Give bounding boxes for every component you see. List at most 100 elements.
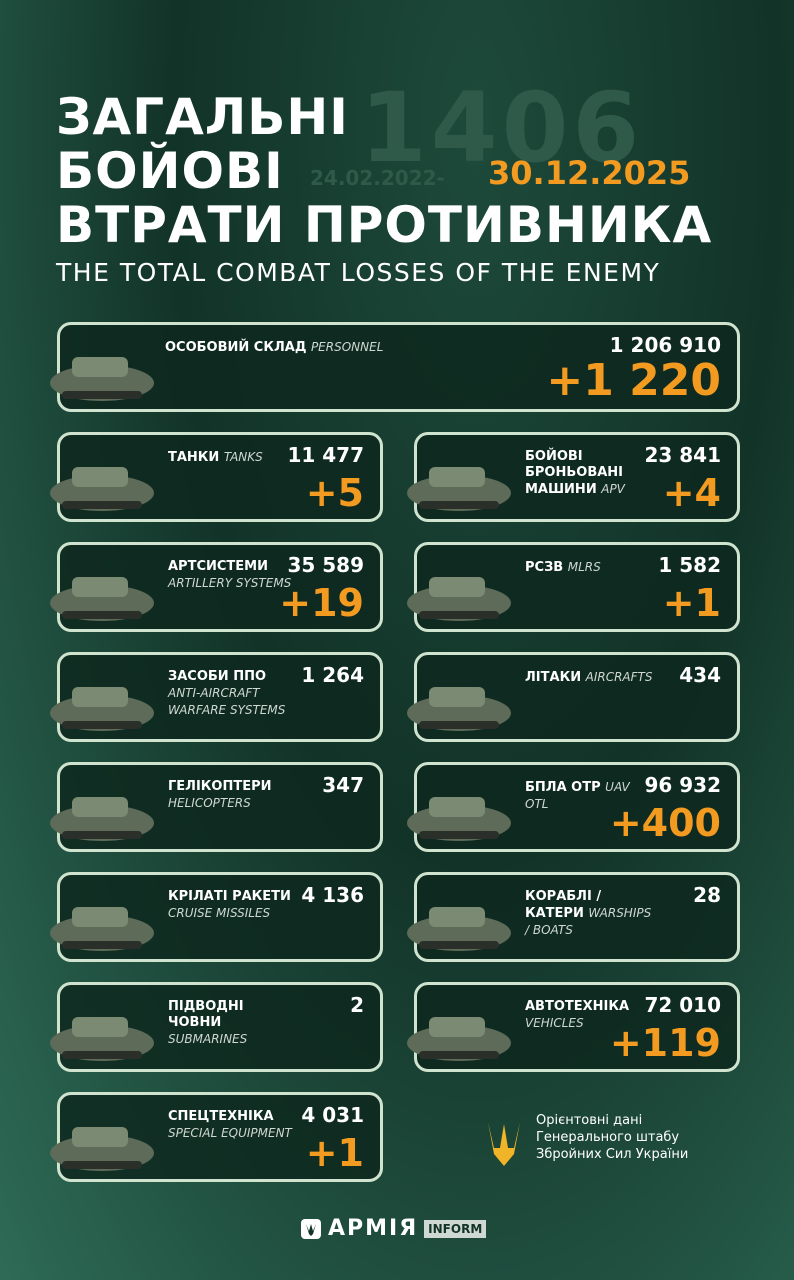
delta: +5 [305, 471, 364, 515]
label: СПЕЦТЕХНІКА SPECIAL EQUIPMENT [168, 1109, 298, 1142]
delta: +1 220 [546, 355, 721, 406]
label: РСЗВ MLRS [525, 559, 655, 576]
equipment-image [50, 467, 154, 511]
loss-card: ТАНКИ TANKS 11 477 +5 [50, 432, 383, 522]
label-en: HELICOPTERS [168, 796, 251, 810]
label-ua: РСЗВ [525, 560, 564, 575]
source-line: Генерального штабу [536, 1130, 680, 1145]
equipment-image [407, 577, 511, 621]
delta: +4 [662, 471, 721, 515]
delta: +119 [609, 1021, 721, 1065]
equipment-image [50, 797, 154, 841]
source-line: Збройних Сил України [536, 1147, 689, 1162]
day-count: 1406 [360, 72, 644, 184]
label-en: SPECIAL EQUIPMENT [168, 1126, 292, 1140]
date-end: 30.12.2025 [488, 154, 691, 192]
loss-card: ПІДВОДНІ ЧОВНИ SUBMARINES 2 [50, 982, 383, 1072]
label: ЗАСОБИ ППО ANTI-AIRCRAFT WARFARE SYSTEMS [168, 669, 298, 719]
label-en: SUBMARINES [168, 1032, 248, 1046]
equipment-image [50, 907, 154, 951]
logo-mark [301, 1218, 321, 1239]
label-ua: КРІЛАТІ РАКЕТИ [168, 889, 291, 904]
loss-card: АВТОТЕХНІКА VEHICLES 72 010 +119 [407, 982, 740, 1072]
label: КОРАБЛІ / КАТЕРИ WARSHIPS / BOATS [525, 889, 655, 939]
label-en: MLRS [567, 560, 601, 574]
label-en: TANKS [223, 450, 263, 464]
source-line: Орієнтовні дані [536, 1113, 643, 1128]
total: 28 [693, 883, 721, 907]
label-ua: ГЕЛІКОПТЕРИ [168, 779, 272, 794]
loss-card: КОРАБЛІ / КАТЕРИ WARSHIPS / BOATS 28 [407, 872, 740, 962]
delta: +400 [609, 801, 721, 845]
total: 96 932 [644, 773, 721, 797]
equipment-image [407, 687, 511, 731]
total: 11 477 [287, 443, 364, 467]
logo-tag: INFORM [424, 1219, 487, 1238]
label: ПІДВОДНІ ЧОВНИ SUBMARINES [168, 999, 298, 1048]
label-ua: ЛІТАКИ [525, 670, 582, 685]
total: 23 841 [644, 443, 721, 467]
label-en: CRUISE MISSILES [168, 906, 271, 920]
label-en: VEHICLES [525, 1016, 584, 1030]
loss-card: СПЕЦТЕХНІКА SPECIAL EQUIPMENT 4 031 +1 [50, 1092, 383, 1182]
equipment-image [407, 907, 511, 951]
label: БОЙОВІ БРОНЬОВАНІ МАШИНИ APV [525, 449, 655, 498]
label: АВТОТЕХНІКА VEHICLES [525, 999, 655, 1032]
equipment-image [50, 1127, 154, 1171]
label-ua: КОРАБЛІ / КАТЕРИ [525, 889, 602, 921]
delta: +1 [662, 581, 721, 625]
label-ua: ПІДВОДНІ ЧОВНИ [168, 999, 244, 1030]
equipment-image [407, 797, 511, 841]
loss-card: АРТСИСТЕМИ ARTILLERY SYSTEMS 35 589 +19 [50, 542, 383, 632]
label: ЛІТАКИ AIRCRAFTS [525, 669, 655, 686]
loss-card: БПЛА ОТР UAV OTL 96 932 +400 [407, 762, 740, 852]
label-en: PERSONNEL [310, 340, 384, 354]
source: Орієнтовні дані Генерального штабу Зброй… [536, 1112, 688, 1163]
label-ua: БОЙОВІ БРОНЬОВАНІ МАШИНИ [525, 449, 624, 497]
loss-card: РСЗВ MLRS 1 582 +1 [407, 542, 740, 632]
delta: +19 [279, 581, 364, 625]
subtitle: THE TOTAL COMBAT LOSSES OF THE ENEMY [56, 258, 661, 287]
equipment-image [407, 1017, 511, 1061]
label-ua: ОСОБОВИЙ СКЛАД [165, 340, 307, 355]
label: КРІЛАТІ РАКЕТИ CRUISE MISSILES [168, 889, 298, 922]
total: 2 [350, 993, 364, 1017]
label-en: APV [601, 482, 625, 496]
total: 347 [322, 773, 364, 797]
equipment-image [50, 1017, 154, 1061]
label: АРТСИСТЕМИ ARTILLERY SYSTEMS [168, 559, 298, 592]
label-ua: АРТСИСТЕМИ [168, 559, 268, 574]
emblem [488, 1122, 520, 1166]
label-en: WARSHIPS / BOATS [525, 906, 652, 937]
delta: +1 [305, 1131, 364, 1175]
logo: АРМІЯ INFORM [300, 1216, 487, 1241]
label-en: UAV OTL [525, 780, 630, 811]
label-en: ANTI-AIRCRAFT WARFARE SYSTEMS [168, 686, 286, 717]
total: 4 031 [301, 1103, 364, 1127]
loss-card: ГЕЛІКОПТЕРИ HELICOPTERS 347 [50, 762, 383, 852]
total: 1 264 [301, 663, 364, 687]
loss-card: ЛІТАКИ AIRCRAFTS 434 [407, 652, 740, 742]
loss-card: КРІЛАТІ РАКЕТИ CRUISE MISSILES 4 136 [50, 872, 383, 962]
label: ГЕЛІКОПТЕРИ HELICOPTERS [168, 779, 298, 812]
equipment-image [50, 357, 154, 401]
equipment-image [50, 687, 154, 731]
title-line: ВТРАТИ ПРОТИВНИКА [56, 196, 713, 254]
label-ua: ЗАСОБИ ППО [168, 669, 267, 684]
total: 35 589 [287, 553, 364, 577]
logo-name: АРМІЯ [328, 1216, 419, 1241]
label: БПЛА ОТР UAV OTL [525, 779, 655, 813]
total: 72 010 [644, 993, 721, 1017]
label-ua: АВТОТЕХНІКА [525, 999, 630, 1014]
loss-card: БОЙОВІ БРОНЬОВАНІ МАШИНИ APV 23 841 +4 [407, 432, 740, 522]
label-en: ARTILLERY SYSTEMS [168, 576, 292, 590]
total: 434 [679, 663, 721, 687]
label: ТАНКИ TANKS [168, 449, 298, 466]
label-ua: ТАНКИ [168, 450, 220, 465]
loss-card: ЗАСОБИ ППО ANTI-AIRCRAFT WARFARE SYSTEMS… [50, 652, 383, 742]
equipment-image [407, 467, 511, 511]
label: ОСОБОВИЙ СКЛАД PERSONNEL [165, 339, 445, 356]
title-line: ЗАГАЛЬНІ [56, 88, 349, 146]
date-start: 24.02.2022- [310, 166, 445, 190]
